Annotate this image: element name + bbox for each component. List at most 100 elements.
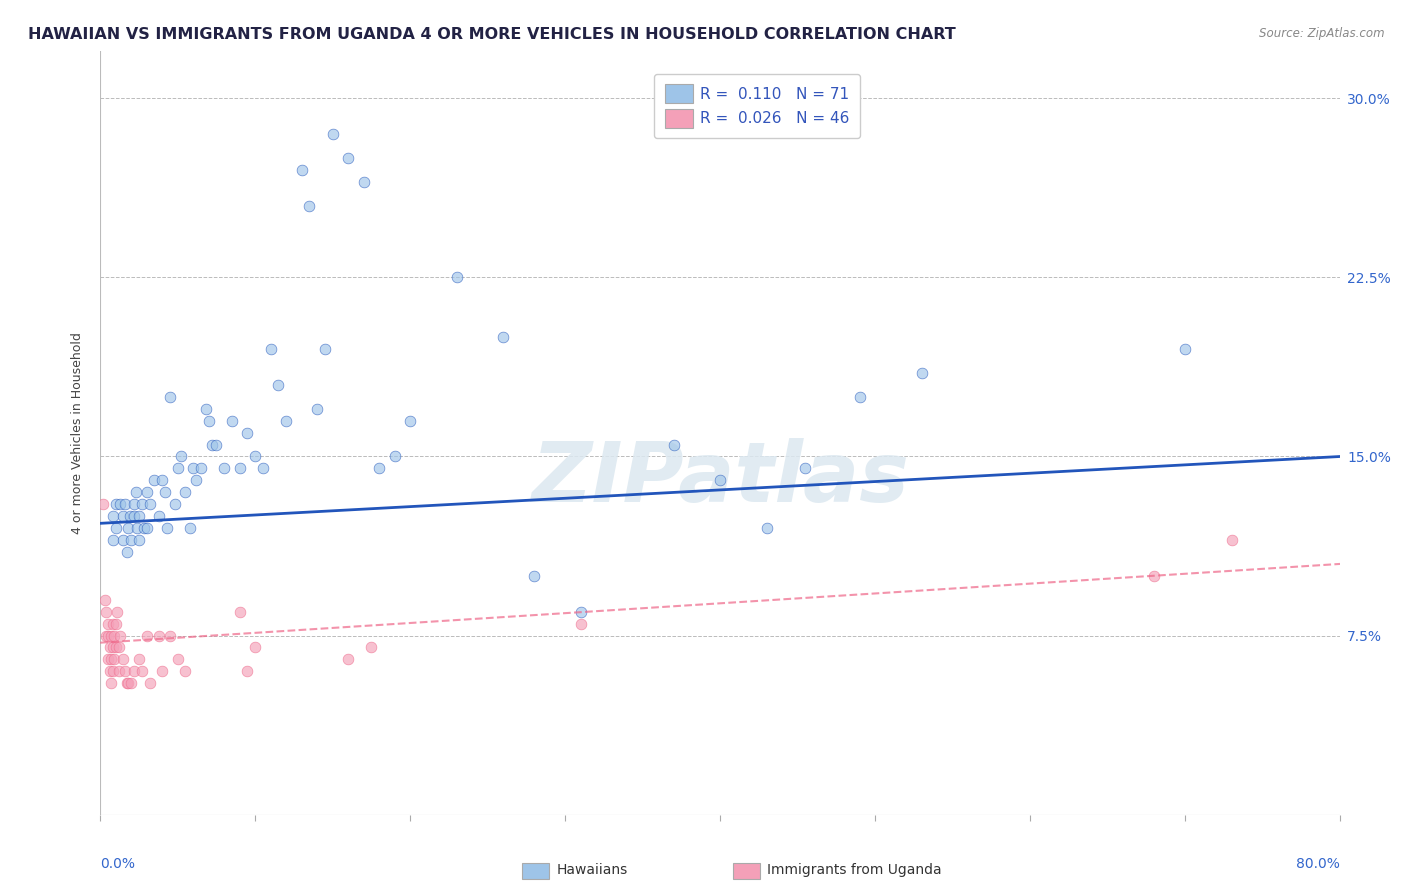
Point <box>132 521 155 535</box>
Point <box>245 640 267 655</box>
Point <box>117 521 139 535</box>
Point <box>98 665 121 679</box>
Point <box>179 521 201 535</box>
FancyBboxPatch shape <box>522 863 550 880</box>
Point <box>100 676 122 690</box>
Point <box>110 628 132 642</box>
Point <box>110 497 132 511</box>
Point <box>96 628 118 642</box>
Point <box>128 652 150 666</box>
Point <box>139 676 162 690</box>
Point <box>115 545 138 559</box>
Point <box>260 342 283 356</box>
Point <box>166 652 188 666</box>
Point <box>197 414 219 428</box>
Point <box>236 665 259 679</box>
Point <box>384 450 406 464</box>
Point <box>228 605 250 619</box>
Point <box>101 665 124 679</box>
Point <box>150 665 173 679</box>
Point <box>114 665 136 679</box>
Point <box>569 605 592 619</box>
Text: 80.0%: 80.0% <box>1296 856 1340 871</box>
FancyBboxPatch shape <box>733 863 759 880</box>
Point <box>298 199 321 213</box>
Point <box>97 628 120 642</box>
Point <box>115 676 138 690</box>
Point <box>360 640 382 655</box>
Point <box>307 401 329 416</box>
Point <box>101 616 124 631</box>
Point <box>492 330 515 344</box>
Point <box>709 474 731 488</box>
Point <box>174 665 197 679</box>
Point <box>314 342 336 356</box>
Text: Immigrants from Uganda: Immigrants from Uganda <box>768 863 942 878</box>
Point <box>117 676 139 690</box>
Point <box>155 485 177 500</box>
Point <box>114 497 136 511</box>
Point <box>662 437 685 451</box>
Point <box>104 497 127 511</box>
Text: HAWAIIAN VS IMMIGRANTS FROM UGANDA 4 OR MORE VEHICLES IN HOUSEHOLD CORRELATION C: HAWAIIAN VS IMMIGRANTS FROM UGANDA 4 OR … <box>28 27 956 42</box>
Y-axis label: 4 or more Vehicles in Household: 4 or more Vehicles in Household <box>72 332 84 533</box>
Point <box>368 461 391 475</box>
Point <box>194 401 217 416</box>
Point <box>118 509 141 524</box>
Point <box>108 640 131 655</box>
Point <box>174 485 197 500</box>
Point <box>399 414 422 428</box>
Point <box>755 521 778 535</box>
Point <box>131 665 153 679</box>
Point <box>135 628 157 642</box>
Point <box>186 474 208 488</box>
Point <box>245 450 267 464</box>
Point <box>163 497 186 511</box>
Point <box>125 485 148 500</box>
Point <box>135 521 157 535</box>
Point <box>337 151 360 165</box>
Point <box>236 425 259 440</box>
Point <box>794 461 817 475</box>
Point <box>252 461 274 475</box>
Point <box>103 652 125 666</box>
Point <box>128 533 150 547</box>
Point <box>100 652 122 666</box>
Point <box>267 377 290 392</box>
Point <box>166 461 188 475</box>
Point <box>128 509 150 524</box>
Point <box>148 628 170 642</box>
Point <box>181 461 204 475</box>
Point <box>104 521 127 535</box>
Point <box>148 509 170 524</box>
Point <box>98 640 121 655</box>
Point <box>276 414 298 428</box>
Point <box>337 652 360 666</box>
Point <box>212 461 235 475</box>
Point <box>124 665 146 679</box>
Point <box>446 270 468 285</box>
Point <box>159 390 181 404</box>
Point <box>205 437 228 451</box>
Point <box>159 628 181 642</box>
Point <box>322 127 344 141</box>
Point <box>97 652 120 666</box>
Text: ZIPatlas: ZIPatlas <box>531 438 910 519</box>
Point <box>201 437 224 451</box>
Point <box>97 616 120 631</box>
Point <box>156 521 179 535</box>
Point <box>101 533 124 547</box>
Point <box>143 474 166 488</box>
Point <box>221 414 243 428</box>
Point <box>105 605 128 619</box>
Point <box>569 616 592 631</box>
Point <box>848 390 870 404</box>
Text: 0.0%: 0.0% <box>100 856 135 871</box>
Point <box>112 533 135 547</box>
Point <box>190 461 212 475</box>
Text: Source: ZipAtlas.com: Source: ZipAtlas.com <box>1260 27 1385 40</box>
Point <box>101 640 124 655</box>
Point <box>112 509 135 524</box>
Legend: R =  0.110   N = 71, R =  0.026   N = 46: R = 0.110 N = 71, R = 0.026 N = 46 <box>654 74 860 138</box>
Point <box>228 461 250 475</box>
